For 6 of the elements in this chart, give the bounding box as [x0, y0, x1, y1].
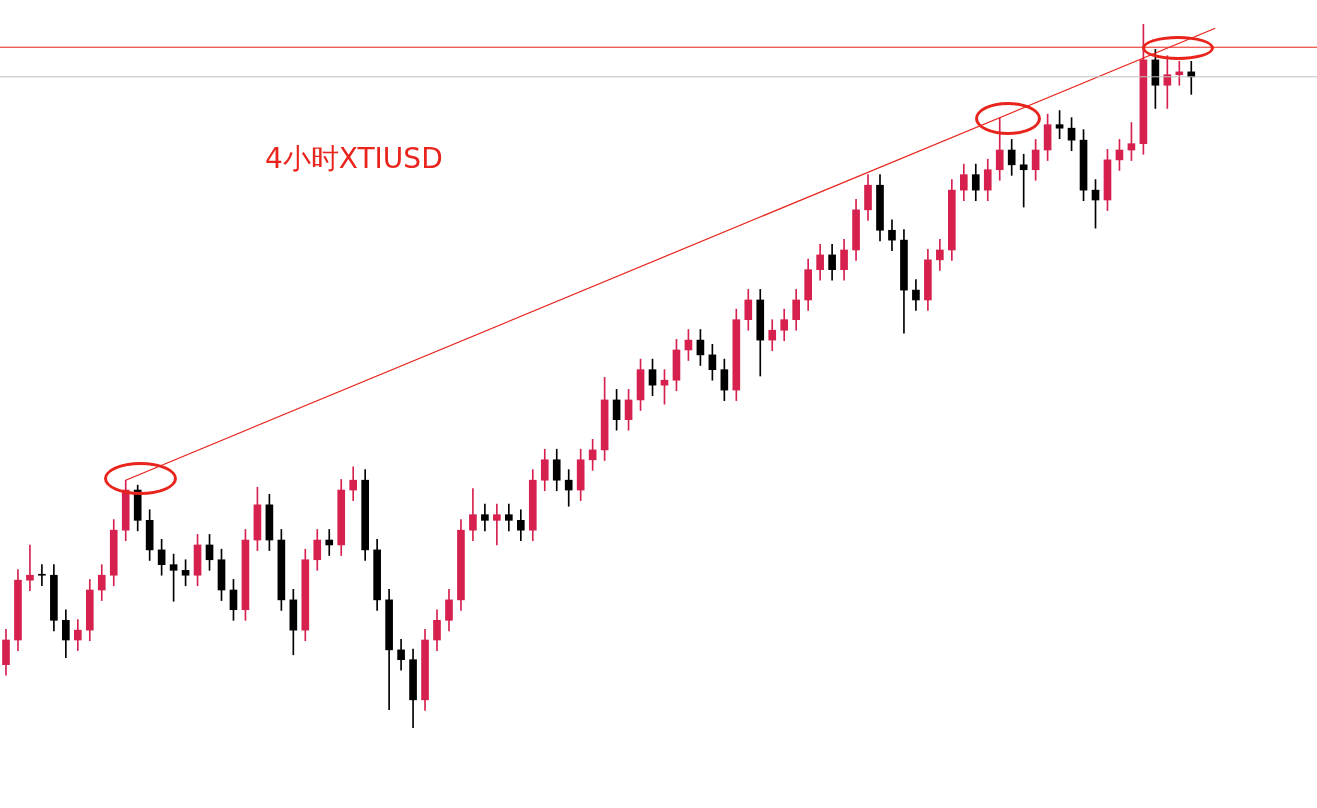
candlestick	[38, 564, 46, 587]
candlestick	[564, 469, 573, 507]
text: 4小时XTIUSD	[265, 141, 443, 177]
candlestick	[325, 529, 334, 556]
candlestick	[26, 544, 34, 592]
candlestick	[493, 503, 501, 546]
